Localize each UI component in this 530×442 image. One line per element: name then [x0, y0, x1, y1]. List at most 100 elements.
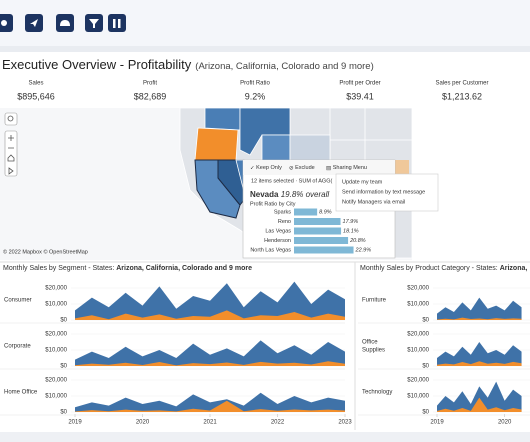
- tooltip-overall: 19.8% overall: [281, 190, 330, 199]
- x-tick-label: 2019: [430, 420, 444, 426]
- icon: [118, 19, 121, 28]
- menu-item[interactable]: Send information by text message: [342, 189, 425, 195]
- panel-label: Office: [362, 340, 378, 346]
- title-states: (Arizona, California, Colorado and 9 mor…: [195, 61, 373, 72]
- tooltip-bars: Sparks 8.9% Reno 17.9% Las Vegas 18.1% Henders…: [250, 208, 372, 254]
- state[interactable]: [194, 127, 239, 161]
- footer-bar: [0, 432, 530, 442]
- chart-title: Monthly Sales by Segment - States: Arizo…: [3, 265, 252, 272]
- city-bar: [294, 227, 342, 235]
- y-tick-label: $0: [422, 410, 429, 416]
- tooltip-action[interactable]: ⊘ Exclude: [289, 165, 315, 171]
- city-bar: [294, 237, 349, 244]
- toolbar-icons: [1, 19, 121, 28]
- tooltip-heading: Nevada 19.8% overall: [250, 190, 329, 199]
- area: [437, 381, 522, 412]
- y-tick-label: $20,000: [407, 378, 429, 384]
- area: [437, 361, 522, 366]
- y-tick-label: $0: [60, 318, 67, 324]
- chart-title-states: Arizona, California, Colorado and 9 more: [116, 265, 252, 272]
- area: [437, 397, 522, 412]
- kpi-label: Profit Ratio: [240, 81, 270, 87]
- y-tick-label: $20,000: [45, 332, 67, 338]
- panel-label: Supplies: [362, 348, 385, 354]
- city-value: 22.9%: [355, 247, 372, 253]
- tooltip-action[interactable]: ✓ Keep Only: [250, 165, 282, 171]
- title: Executive Overview - Profitability (Arizo…: [2, 57, 374, 72]
- icon: [30, 19, 38, 27]
- city-label: Reno: [278, 219, 291, 225]
- kpi-value: $895,646: [17, 91, 55, 101]
- icon: [113, 19, 116, 28]
- kpi-value: $1,213.62: [442, 91, 482, 101]
- y-tick-label: $20,000: [45, 378, 67, 384]
- icon: [1, 20, 7, 26]
- city-value: 8.9%: [319, 209, 332, 215]
- panel-label: Corporate: [4, 344, 31, 350]
- y-tick-label: $0: [60, 410, 67, 416]
- kpi-label: Sales per Customer: [435, 81, 488, 87]
- charts: Monthly Sales by Segment - States: Arizo…: [0, 265, 530, 426]
- kpi-value: $39.41: [346, 91, 374, 101]
- map-zoom-controls[interactable]: [4, 130, 18, 177]
- y-tick-label: $10,000: [407, 302, 429, 308]
- menu-items: Update my team Send information by text m…: [342, 179, 425, 205]
- area: [75, 281, 345, 320]
- kpi-label: Sales: [28, 81, 43, 87]
- city-value: 18.1%: [343, 228, 359, 234]
- state[interactable]: [204, 107, 241, 131]
- area: [75, 400, 345, 412]
- y-tick-label: $0: [60, 364, 67, 370]
- panel-label: Technology: [362, 390, 392, 396]
- map-attribution: © 2022 Mapbox © OpenStreetMap: [3, 248, 88, 255]
- area: [75, 340, 345, 366]
- icon: [7, 135, 15, 175]
- chart-title: Monthly Sales by Product Category - Stat…: [360, 265, 527, 272]
- area: [75, 392, 345, 412]
- action-text: Keep Only: [256, 165, 282, 171]
- action-text: Exclude: [295, 165, 315, 171]
- kpi-label: Profit per Order: [339, 81, 380, 87]
- panel-label: Furniture: [362, 298, 387, 304]
- tooltip-state: Nevada: [250, 190, 279, 199]
- chart-title-text: Monthly Sales by Product Category - Stat…: [360, 265, 500, 272]
- menu-box: [335, 173, 439, 212]
- kpi-value: 9.2%: [245, 91, 266, 101]
- y-tick-label: $10,000: [45, 394, 67, 400]
- tooltip-subtitle: Profit Ratio by City: [250, 201, 296, 207]
- city-bar: [294, 218, 341, 225]
- panel-label: Consumer: [4, 298, 32, 304]
- city-value: 17.9%: [343, 219, 359, 225]
- area: [437, 342, 522, 366]
- menu-item[interactable]: Update my team: [342, 179, 383, 185]
- chart-title-states: Arizona,: [500, 265, 528, 272]
- icon: [89, 19, 99, 28]
- area: [437, 317, 522, 320]
- toolbar-button[interactable]: [108, 14, 126, 32]
- city-value: 20.8%: [349, 238, 366, 244]
- city-label: Sparks: [274, 209, 291, 215]
- x-tick-label: 2022: [271, 420, 285, 426]
- map-search[interactable]: [4, 112, 18, 126]
- context-menu: Update my team Send information by text m…: [335, 173, 439, 212]
- icon: [60, 20, 70, 26]
- tooltip-action[interactable]: ▤ Sharing Menu: [326, 165, 367, 171]
- action-text: Sharing Menu: [333, 165, 367, 171]
- x-tick-label: 2020: [498, 420, 512, 426]
- toolbar: [0, 0, 530, 46]
- x-tick-label: 2019: [68, 420, 82, 426]
- menu-item[interactable]: Notify Managers via email: [342, 199, 405, 205]
- city-bar: [294, 246, 354, 254]
- x-tick-label: 2021: [203, 420, 217, 426]
- y-tick-label: $10,000: [407, 348, 429, 354]
- y-tick-label: $20,000: [407, 286, 429, 292]
- city-label: North Las Vegas: [250, 247, 291, 253]
- x-tick-label: 2023: [338, 420, 352, 426]
- tooltip-selection: 12 items selected · SUM of AGG(: [251, 178, 332, 184]
- icon: [7, 115, 14, 122]
- x-tick-label: 2020: [136, 420, 150, 426]
- panel-label: Home Office: [4, 390, 38, 396]
- y-tick-label: $10,000: [45, 348, 67, 354]
